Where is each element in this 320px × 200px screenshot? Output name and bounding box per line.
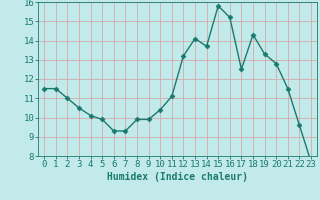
X-axis label: Humidex (Indice chaleur): Humidex (Indice chaleur)	[107, 172, 248, 182]
